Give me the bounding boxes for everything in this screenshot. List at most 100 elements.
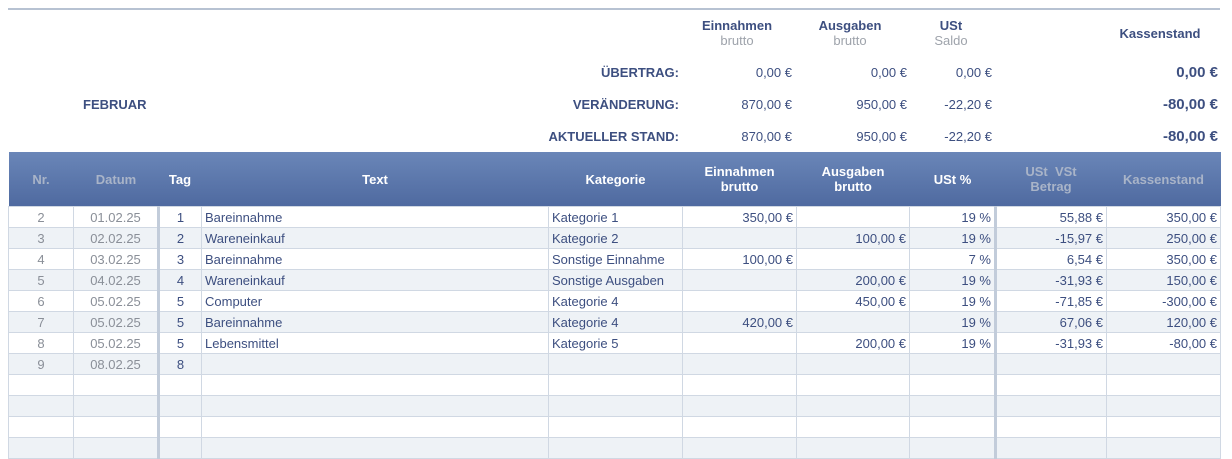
column-header[interactable]: Nr. xyxy=(8,152,74,207)
cell-tag[interactable]: 1 xyxy=(158,206,202,228)
cell-datum[interactable] xyxy=(73,416,160,438)
cell-einnahmen[interactable] xyxy=(682,437,797,459)
cell-nr[interactable]: 6 xyxy=(8,290,74,312)
table-row[interactable]: 6 05.02.25 5 Computer Kategorie 4 450,00 €19 … xyxy=(8,290,1221,312)
cell-tag[interactable]: 5 xyxy=(158,332,202,354)
cell-datum[interactable]: 02.02.25 xyxy=(73,227,160,249)
cell-tag[interactable]: 8 xyxy=(158,353,202,375)
cell-ust-betrag[interactable] xyxy=(995,416,1107,438)
cell-ust-percent[interactable]: 19 % xyxy=(909,311,997,333)
cell-text[interactable]: Bareinnahme xyxy=(201,311,549,333)
cell-kategorie[interactable]: Sonstige Ausgaben xyxy=(548,269,683,291)
cell-ausgaben[interactable] xyxy=(796,206,910,228)
cell-nr[interactable]: 5 xyxy=(8,269,74,291)
cell-text[interactable]: Wareneinkauf xyxy=(201,227,549,249)
cell-ausgaben[interactable] xyxy=(796,437,910,459)
cell-tag[interactable]: 3 xyxy=(158,248,202,270)
cell-nr[interactable]: 4 xyxy=(8,248,74,270)
cell-ust-percent[interactable] xyxy=(909,416,997,438)
cell-kategorie[interactable]: Kategorie 4 xyxy=(548,290,683,312)
cell-einnahmen[interactable] xyxy=(682,416,797,438)
cell-ust-percent[interactable]: 19 % xyxy=(909,332,997,354)
table-row[interactable]: 4 03.02.25 3 Bareinnahme Sonstige Einnahme 10… xyxy=(8,248,1221,270)
cell-kassenstand[interactable]: -80,00 € xyxy=(1106,332,1221,354)
table-row[interactable]: 2 01.02.25 1 Bareinnahme Kategorie 1 350,00 €… xyxy=(8,206,1221,228)
cell-nr[interactable]: 7 xyxy=(8,311,74,333)
cell-einnahmen[interactable]: 420,00 € xyxy=(682,311,797,333)
cell-datum[interactable] xyxy=(73,395,160,417)
cell-ust-percent[interactable] xyxy=(909,395,997,417)
cell-text[interactable]: Bareinnahme xyxy=(201,206,549,228)
cell-nr[interactable]: 8 xyxy=(8,332,74,354)
cell-ust-betrag[interactable]: -15,97 € xyxy=(995,227,1107,249)
table-row[interactable]: 3 02.02.25 2 Wareneinkauf Kategorie 2 100,00 … xyxy=(8,227,1221,249)
column-header[interactable]: Ausgaben brutto xyxy=(796,152,910,207)
cell-kategorie[interactable]: Kategorie 4 xyxy=(548,311,683,333)
cell-ausgaben[interactable]: 100,00 € xyxy=(796,227,910,249)
cell-nr[interactable] xyxy=(8,395,74,417)
cell-text[interactable] xyxy=(201,437,549,459)
cell-nr[interactable]: 9 xyxy=(8,353,74,375)
cell-ust-betrag[interactable] xyxy=(995,395,1107,417)
cell-einnahmen[interactable] xyxy=(682,374,797,396)
cell-datum[interactable]: 05.02.25 xyxy=(73,311,160,333)
cell-einnahmen[interactable]: 350,00 € xyxy=(682,206,797,228)
cell-ust-percent[interactable]: 7 % xyxy=(909,248,997,270)
cell-tag[interactable] xyxy=(158,395,202,417)
cell-ust-betrag[interactable] xyxy=(995,353,1107,375)
cell-text[interactable] xyxy=(201,416,549,438)
cell-text[interactable]: Bareinnahme xyxy=(201,248,549,270)
cell-ust-percent[interactable]: 19 % xyxy=(909,290,997,312)
cell-ust-percent[interactable] xyxy=(909,353,997,375)
cell-kategorie[interactable] xyxy=(548,416,683,438)
cell-tag[interactable] xyxy=(158,437,202,459)
cell-ust-betrag[interactable]: 6,54 € xyxy=(995,248,1107,270)
cell-ust-betrag[interactable]: 67,06 € xyxy=(995,311,1107,333)
cell-kassenstand[interactable]: -300,00 € xyxy=(1106,290,1221,312)
cell-kassenstand[interactable] xyxy=(1106,395,1221,417)
cell-ausgaben[interactable]: 200,00 € xyxy=(796,269,910,291)
cell-datum[interactable]: 03.02.25 xyxy=(73,248,160,270)
cell-ausgaben[interactable] xyxy=(796,353,910,375)
cell-ausgaben[interactable] xyxy=(796,416,910,438)
cell-datum[interactable] xyxy=(73,374,160,396)
cell-kassenstand[interactable] xyxy=(1106,374,1221,396)
cell-nr[interactable] xyxy=(8,374,74,396)
cell-kategorie[interactable] xyxy=(548,374,683,396)
cell-einnahmen[interactable]: 100,00 € xyxy=(682,248,797,270)
cell-text[interactable] xyxy=(201,353,549,375)
cell-ausgaben[interactable] xyxy=(796,311,910,333)
cell-kassenstand[interactable]: 150,00 € xyxy=(1106,269,1221,291)
cell-nr[interactable]: 3 xyxy=(8,227,74,249)
cell-ust-percent[interactable]: 19 % xyxy=(909,269,997,291)
cell-einnahmen[interactable] xyxy=(682,269,797,291)
cell-einnahmen[interactable] xyxy=(682,353,797,375)
column-header[interactable]: Einnahmen brutto xyxy=(682,152,797,207)
cell-kategorie[interactable] xyxy=(548,353,683,375)
cell-text[interactable] xyxy=(201,395,549,417)
cell-ust-betrag[interactable] xyxy=(995,374,1107,396)
cell-datum[interactable]: 05.02.25 xyxy=(73,332,160,354)
table-row[interactable]: 7 05.02.25 5 Bareinnahme Kategorie 4 420,00 €… xyxy=(8,311,1221,333)
cell-kategorie[interactable]: Kategorie 2 xyxy=(548,227,683,249)
cell-ust-percent[interactable] xyxy=(909,437,997,459)
cell-datum[interactable] xyxy=(73,437,160,459)
cell-text[interactable]: Computer xyxy=(201,290,549,312)
cell-kassenstand[interactable] xyxy=(1106,353,1221,375)
column-header[interactable]: Tag xyxy=(158,152,202,207)
cell-ust-betrag[interactable] xyxy=(995,437,1107,459)
cell-einnahmen[interactable] xyxy=(682,332,797,354)
cell-tag[interactable]: 5 xyxy=(158,290,202,312)
column-header[interactable]: USt VSt Betrag xyxy=(995,152,1107,207)
cell-kategorie[interactable] xyxy=(548,395,683,417)
cell-kategorie[interactable]: Kategorie 1 xyxy=(548,206,683,228)
cell-text[interactable]: Wareneinkauf xyxy=(201,269,549,291)
column-header[interactable]: USt % xyxy=(909,152,996,207)
table-row[interactable]: 9 08.02.25 8 xyxy=(8,353,1221,375)
cell-text[interactable] xyxy=(201,374,549,396)
cell-nr[interactable]: 2 xyxy=(8,206,74,228)
cell-kassenstand[interactable] xyxy=(1106,416,1221,438)
cell-ausgaben[interactable] xyxy=(796,374,910,396)
cell-ust-betrag[interactable]: -71,85 € xyxy=(995,290,1107,312)
cell-nr[interactable] xyxy=(8,416,74,438)
